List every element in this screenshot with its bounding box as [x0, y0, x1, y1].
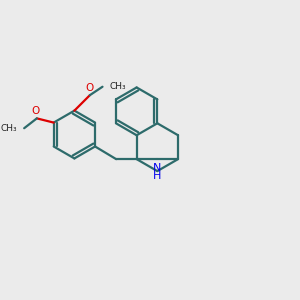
Text: N: N — [153, 164, 162, 173]
Text: CH₃: CH₃ — [110, 82, 126, 91]
Text: H: H — [153, 171, 162, 181]
Text: CH₃: CH₃ — [1, 124, 17, 133]
Text: O: O — [86, 83, 94, 93]
Text: O: O — [31, 106, 40, 116]
